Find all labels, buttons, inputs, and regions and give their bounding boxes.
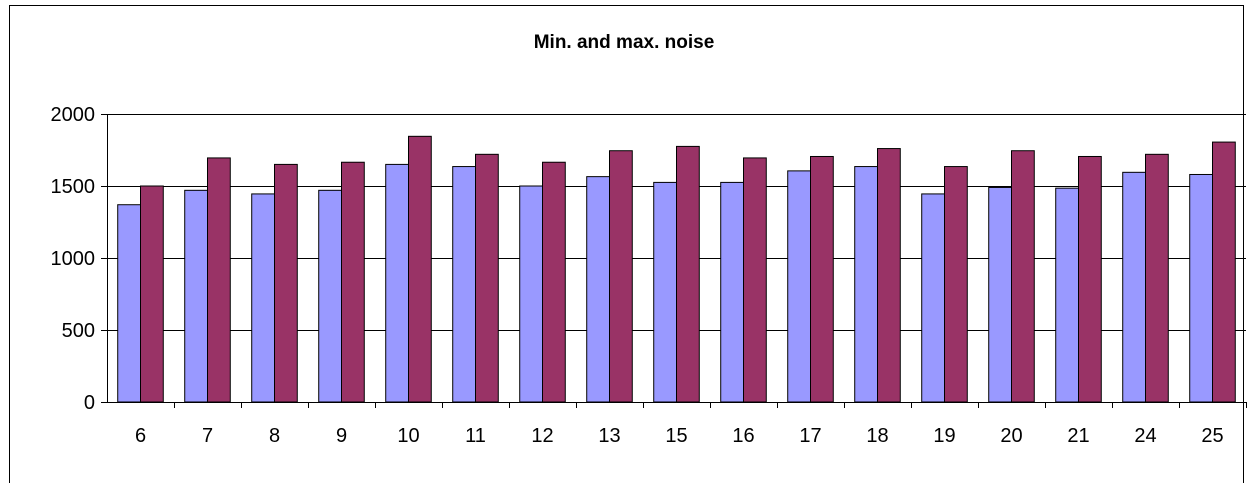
- bar-series1-8: [251, 193, 276, 403]
- x-tick-label: 12: [531, 425, 553, 447]
- bar-series2-19: [944, 166, 968, 403]
- bar-series1-19: [921, 193, 945, 403]
- bar-series1-16: [720, 181, 744, 403]
- axes: [101, 114, 1247, 408]
- bar-series2-17: [810, 155, 834, 403]
- bar-series2-8: [274, 163, 298, 403]
- bar-series1-11: [452, 166, 477, 403]
- bar-series2-16: [743, 157, 767, 403]
- bar-series2-25: [1212, 141, 1236, 403]
- x-tick-label: 15: [665, 425, 687, 447]
- bar-series2-15: [676, 145, 700, 403]
- bar-series2-11: [475, 153, 499, 403]
- bar-series2-18: [877, 148, 901, 403]
- x-tick-label: 10: [397, 425, 419, 447]
- x-tick-label: 11: [465, 425, 486, 447]
- bar-series1-17: [787, 170, 811, 403]
- bar-series1-20: [988, 186, 1012, 403]
- bar-series2-13: [609, 150, 633, 403]
- chart-title: Min. and max. noise: [534, 32, 715, 53]
- x-tick-label: 16: [732, 425, 754, 447]
- bar-series1-9: [318, 189, 343, 403]
- y-tick-label: 2000: [51, 104, 96, 126]
- y-tick-label: 0: [84, 392, 95, 414]
- bar-series1-13: [586, 176, 610, 403]
- bar-series2-10: [408, 135, 432, 403]
- x-tick-label: 20: [1000, 425, 1022, 447]
- x-tick-label: 9: [336, 425, 347, 447]
- x-tick-label: 17: [799, 425, 821, 447]
- bar-series1-24: [1122, 171, 1146, 403]
- bar-series1-15: [653, 181, 677, 403]
- bar-series2-6: [140, 185, 164, 403]
- x-tick-label: 13: [598, 425, 620, 447]
- bar-series1-6: [117, 204, 142, 403]
- bar-series1-7: [184, 189, 209, 403]
- bar-series1-21: [1055, 187, 1079, 403]
- bar-series2-12: [542, 161, 566, 403]
- x-tick-label: 19: [933, 425, 955, 447]
- bar-series2-21: [1078, 155, 1102, 403]
- bar-series1-25: [1189, 173, 1213, 403]
- bar-series2-20: [1011, 150, 1035, 403]
- x-tick-label: 6: [135, 425, 146, 447]
- bar-series1-12: [519, 185, 543, 403]
- tick-labels: 0 500 1000 1500 2000 6 7 8 9 10 11 12 13 15 16 17 18 19 20…: [51, 104, 1224, 447]
- x-tick-label: 21: [1067, 425, 1089, 447]
- x-tick-label: 24: [1134, 425, 1156, 447]
- x-tick-label: 8: [269, 425, 280, 447]
- y-tick-label: 500: [62, 320, 95, 342]
- bar-series2-9: [341, 161, 365, 403]
- x-tick-label: 18: [866, 425, 888, 447]
- y-tick-label: 1000: [51, 248, 96, 270]
- bar-series1-18: [854, 166, 878, 403]
- y-tick-label: 1500: [51, 176, 96, 198]
- bar-series2-24: [1145, 153, 1169, 403]
- x-tick-label: 7: [202, 425, 213, 447]
- bar-series2-7: [207, 157, 231, 403]
- bar-series1-10: [385, 163, 410, 403]
- x-tick-label: 25: [1201, 425, 1223, 447]
